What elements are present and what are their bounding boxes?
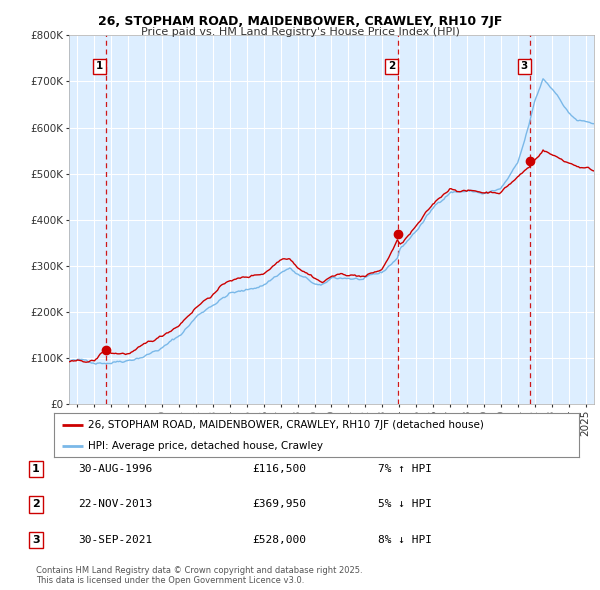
Text: 3: 3 (32, 535, 40, 545)
Text: £528,000: £528,000 (252, 535, 306, 545)
Text: 5% ↓ HPI: 5% ↓ HPI (378, 500, 432, 509)
Text: 30-AUG-1996: 30-AUG-1996 (78, 464, 152, 474)
Text: HPI: Average price, detached house, Crawley: HPI: Average price, detached house, Craw… (88, 441, 323, 451)
Text: 2: 2 (32, 500, 40, 509)
Text: £369,950: £369,950 (252, 500, 306, 509)
Text: £116,500: £116,500 (252, 464, 306, 474)
Text: 26, STOPHAM ROAD, MAIDENBOWER, CRAWLEY, RH10 7JF (detached house): 26, STOPHAM ROAD, MAIDENBOWER, CRAWLEY, … (88, 421, 484, 430)
Text: Price paid vs. HM Land Registry's House Price Index (HPI): Price paid vs. HM Land Registry's House … (140, 27, 460, 37)
Text: 30-SEP-2021: 30-SEP-2021 (78, 535, 152, 545)
Text: Contains HM Land Registry data © Crown copyright and database right 2025.
This d: Contains HM Land Registry data © Crown c… (36, 566, 362, 585)
Text: 7% ↑ HPI: 7% ↑ HPI (378, 464, 432, 474)
Text: 1: 1 (96, 61, 103, 71)
Text: 2: 2 (388, 61, 395, 71)
Text: 8% ↓ HPI: 8% ↓ HPI (378, 535, 432, 545)
Text: 3: 3 (521, 61, 528, 71)
Text: 26, STOPHAM ROAD, MAIDENBOWER, CRAWLEY, RH10 7JF: 26, STOPHAM ROAD, MAIDENBOWER, CRAWLEY, … (98, 15, 502, 28)
Text: 22-NOV-2013: 22-NOV-2013 (78, 500, 152, 509)
Text: 1: 1 (32, 464, 40, 474)
